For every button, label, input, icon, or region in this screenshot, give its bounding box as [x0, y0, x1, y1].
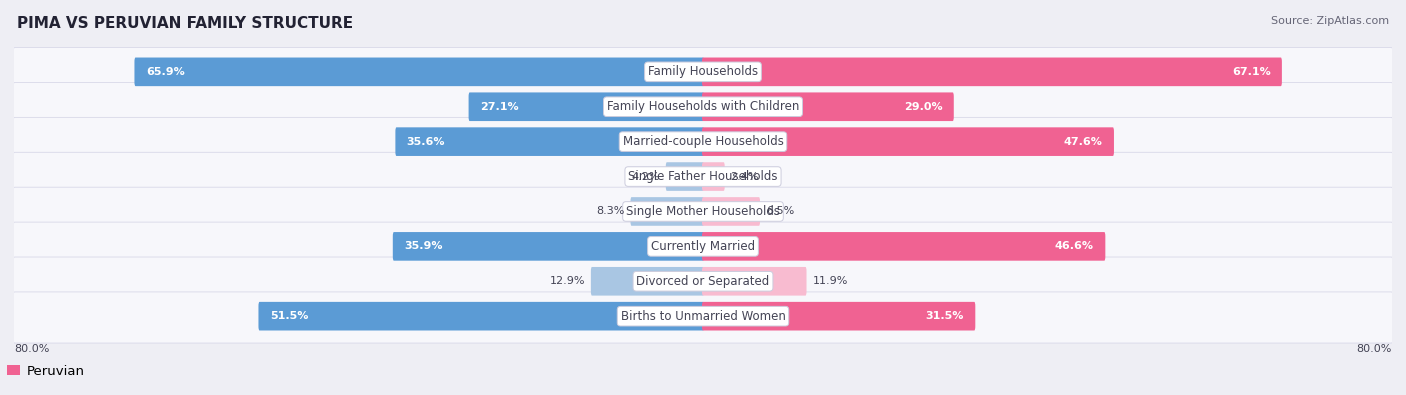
FancyBboxPatch shape — [395, 127, 704, 156]
FancyBboxPatch shape — [13, 187, 1393, 238]
Text: 47.6%: 47.6% — [1064, 137, 1102, 147]
Text: 31.5%: 31.5% — [925, 311, 965, 321]
Text: Family Households with Children: Family Households with Children — [607, 100, 799, 113]
Text: Married-couple Households: Married-couple Households — [623, 135, 783, 148]
Text: PIMA VS PERUVIAN FAMILY STRUCTURE: PIMA VS PERUVIAN FAMILY STRUCTURE — [17, 16, 353, 31]
Text: 29.0%: 29.0% — [904, 102, 942, 112]
FancyBboxPatch shape — [702, 58, 1282, 86]
FancyBboxPatch shape — [13, 257, 1393, 308]
Legend: Pima, Peruvian: Pima, Peruvian — [0, 359, 90, 383]
Text: Source: ZipAtlas.com: Source: ZipAtlas.com — [1271, 16, 1389, 26]
Text: Divorced or Separated: Divorced or Separated — [637, 275, 769, 288]
FancyBboxPatch shape — [702, 127, 1114, 156]
Text: 35.9%: 35.9% — [404, 241, 443, 251]
FancyBboxPatch shape — [468, 92, 704, 121]
Text: 12.9%: 12.9% — [550, 276, 585, 286]
Text: 67.1%: 67.1% — [1232, 67, 1271, 77]
FancyBboxPatch shape — [13, 152, 1393, 203]
FancyBboxPatch shape — [13, 47, 1393, 99]
Text: Single Mother Households: Single Mother Households — [626, 205, 780, 218]
FancyBboxPatch shape — [13, 292, 1393, 343]
FancyBboxPatch shape — [666, 162, 704, 191]
FancyBboxPatch shape — [259, 302, 704, 331]
Text: 35.6%: 35.6% — [406, 137, 446, 147]
Text: 6.5%: 6.5% — [766, 207, 794, 216]
FancyBboxPatch shape — [702, 162, 724, 191]
Text: 46.6%: 46.6% — [1054, 241, 1094, 251]
FancyBboxPatch shape — [702, 197, 761, 226]
FancyBboxPatch shape — [630, 197, 704, 226]
Text: Currently Married: Currently Married — [651, 240, 755, 253]
Text: 65.9%: 65.9% — [146, 67, 184, 77]
Text: Family Households: Family Households — [648, 65, 758, 78]
Text: Single Father Households: Single Father Households — [628, 170, 778, 183]
FancyBboxPatch shape — [591, 267, 704, 295]
Text: Births to Unmarried Women: Births to Unmarried Women — [620, 310, 786, 323]
Text: 11.9%: 11.9% — [813, 276, 848, 286]
FancyBboxPatch shape — [135, 58, 704, 86]
Text: 80.0%: 80.0% — [14, 344, 49, 354]
FancyBboxPatch shape — [702, 267, 807, 295]
FancyBboxPatch shape — [13, 222, 1393, 273]
Text: 2.4%: 2.4% — [731, 171, 759, 182]
FancyBboxPatch shape — [13, 117, 1393, 169]
FancyBboxPatch shape — [702, 302, 976, 331]
Text: 51.5%: 51.5% — [270, 311, 308, 321]
FancyBboxPatch shape — [392, 232, 704, 261]
Text: 8.3%: 8.3% — [596, 207, 624, 216]
Text: 27.1%: 27.1% — [479, 102, 519, 112]
Text: 80.0%: 80.0% — [1357, 344, 1392, 354]
FancyBboxPatch shape — [13, 83, 1393, 134]
Text: 4.2%: 4.2% — [631, 171, 659, 182]
FancyBboxPatch shape — [702, 232, 1105, 261]
FancyBboxPatch shape — [702, 92, 953, 121]
